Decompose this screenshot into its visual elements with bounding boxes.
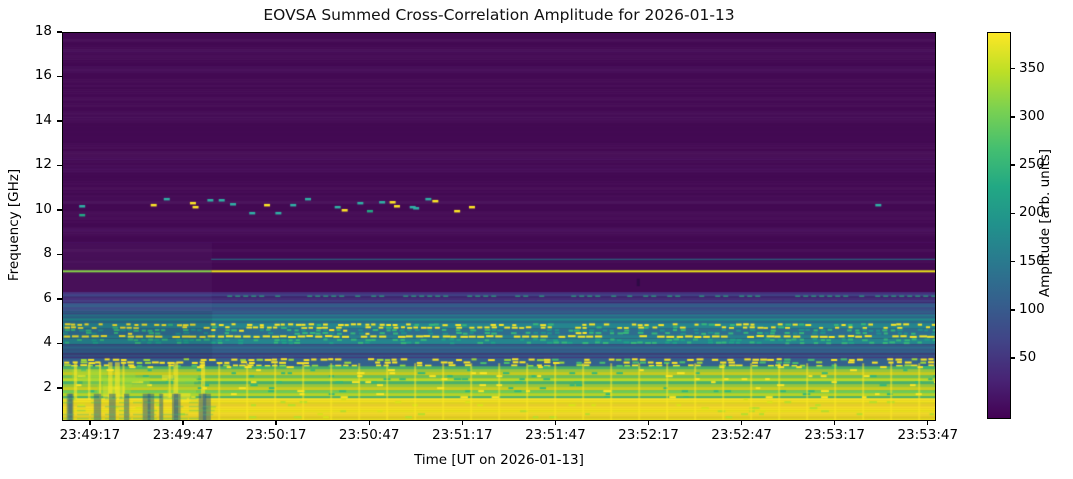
plot-title: EOVSA Summed Cross-Correlation Amplitude… bbox=[263, 6, 735, 24]
x-tick-label: 23:51:17 bbox=[431, 427, 493, 443]
colorbar-tick-label: 200 bbox=[1019, 204, 1045, 221]
y-tick-label: 4 bbox=[43, 334, 52, 351]
x-tick-mark bbox=[740, 420, 743, 425]
x-tick-mark bbox=[461, 420, 463, 425]
colorbar-tick-label: 250 bbox=[1019, 156, 1045, 173]
colorbar-tick-mark bbox=[1010, 164, 1015, 166]
colorbar-tick-mark bbox=[1010, 116, 1015, 118]
y-tick-label: 10 bbox=[34, 200, 52, 217]
colorbar-tick-mark bbox=[1010, 260, 1015, 263]
x-tick-label: 23:52:47 bbox=[711, 427, 772, 443]
colorbar-tick-mark bbox=[1010, 212, 1015, 215]
x-tick-mark bbox=[275, 420, 277, 425]
y-tick-mark bbox=[57, 387, 62, 389]
x-tick-mark bbox=[89, 420, 91, 425]
y-tick-mark bbox=[57, 298, 62, 300]
colorbar-tick-label: 350 bbox=[1019, 59, 1045, 76]
y-tick-label: 8 bbox=[43, 245, 52, 262]
x-tick-label: 23:50:17 bbox=[245, 427, 307, 443]
colorbar-tick-label: 50 bbox=[1019, 349, 1037, 366]
x-tick-label: 23:53:17 bbox=[804, 427, 865, 443]
y-tick-mark bbox=[57, 164, 62, 167]
y-tick-mark bbox=[57, 120, 62, 122]
colorbar-tick-mark bbox=[1010, 309, 1015, 311]
colorbar-tick-label: 300 bbox=[1019, 107, 1045, 124]
spectrogram-image bbox=[63, 33, 935, 420]
y-tick-mark bbox=[57, 75, 62, 78]
y-tick-mark bbox=[57, 253, 62, 256]
y-tick-mark bbox=[57, 342, 62, 345]
y-tick-label: 16 bbox=[34, 67, 52, 84]
x-tick-label: 23:51:47 bbox=[525, 427, 586, 443]
x-tick-label: 23:52:17 bbox=[618, 427, 679, 443]
y-tick-mark bbox=[57, 31, 62, 33]
x-tick-mark bbox=[833, 420, 836, 425]
y-tick-label: 12 bbox=[34, 156, 52, 173]
x-tick-mark bbox=[927, 420, 929, 425]
x-tick-mark bbox=[647, 420, 650, 425]
x-tick-mark bbox=[554, 420, 557, 425]
colorbar-tick-mark bbox=[1010, 67, 1015, 70]
x-tick-label: 23:49:47 bbox=[152, 427, 214, 443]
colorbar-label: Amplitude [arb. units] bbox=[1037, 148, 1053, 298]
y-tick-label: 6 bbox=[43, 289, 52, 306]
colorbar-tick-label: 150 bbox=[1019, 252, 1045, 269]
y-tick-mark bbox=[57, 209, 62, 211]
x-tick-label: 23:53:47 bbox=[897, 427, 959, 443]
x-tick-mark bbox=[368, 420, 370, 425]
y-tick-label: 14 bbox=[34, 111, 52, 128]
x-tick-label: 23:50:47 bbox=[338, 427, 400, 443]
colorbar-tick-mark bbox=[1010, 357, 1015, 359]
x-axis-label: Time [UT on 2026-01-13] bbox=[414, 452, 584, 468]
x-tick-mark bbox=[182, 420, 184, 425]
x-tick-label: 23:49:17 bbox=[59, 427, 121, 443]
y-tick-label: 2 bbox=[43, 378, 52, 395]
y-tick-label: 18 bbox=[34, 23, 52, 39]
colorbar bbox=[987, 32, 1011, 419]
colorbar-tick-label: 100 bbox=[1019, 300, 1045, 317]
plot-area bbox=[62, 32, 936, 421]
